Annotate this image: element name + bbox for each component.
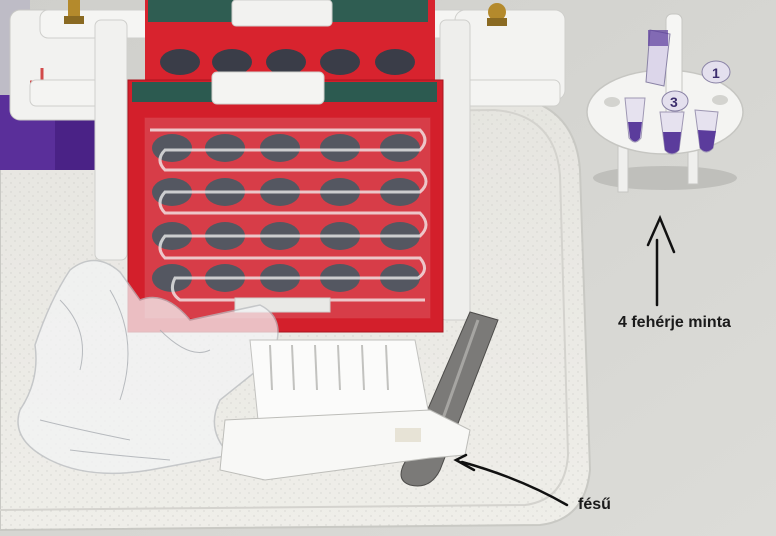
sample-tube-tilted	[645, 29, 671, 87]
back-frame-latch	[231, 0, 333, 27]
tube-cap-3: 3	[661, 90, 689, 112]
comb-tape	[395, 428, 421, 442]
clamp-post-left	[94, 19, 128, 261]
plastic-wrap-creases	[39, 289, 211, 461]
sample-tube	[659, 111, 685, 155]
comb-annotation: fésű	[578, 496, 611, 513]
tray-inner-rim	[0, 108, 570, 511]
back-frame-holes	[160, 49, 415, 75]
tube-cap-1: 1	[701, 60, 731, 84]
electrode-terminal-left	[64, 0, 84, 24]
clamp-post-right	[439, 19, 471, 321]
plastic-wrap	[17, 259, 279, 475]
tube-number: 3	[670, 94, 678, 110]
sample-tube	[694, 109, 719, 153]
arrow-to-samples	[646, 214, 676, 307]
front-frame-latch	[211, 71, 325, 105]
tube-number: 1	[712, 65, 720, 81]
arrow-to-comb	[453, 453, 569, 507]
electrode-terminal-right	[487, 3, 507, 26]
gel-comb-flat	[219, 409, 471, 481]
samples-annotation: 4 fehérje minta	[618, 314, 731, 331]
glass-plate	[144, 117, 431, 319]
sample-rack-shadow	[593, 166, 737, 190]
sample-tube	[624, 97, 646, 143]
gel-comb-upright	[249, 339, 431, 421]
cooling-coil	[150, 128, 428, 302]
